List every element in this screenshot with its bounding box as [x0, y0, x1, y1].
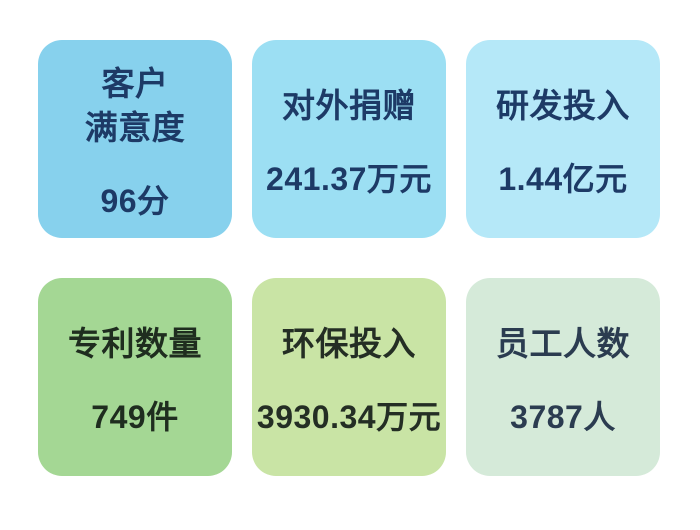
kpi-label-patent-count: 专利数量 [68, 324, 202, 362]
kpi-value-environmental-investment: 3930.34万元 [256, 399, 442, 436]
kpi-card-environmental-investment: 环保投入 3930.34万元 [252, 278, 446, 476]
kpi-card-rd-investment: 研发投入 1.44亿元 [466, 40, 660, 238]
kpi-label-customer-satisfaction: 客户 满意度 [84, 64, 186, 146]
kpi-value-customer-satisfaction: 96分 [100, 183, 170, 220]
kpi-label-external-donations: 对外捐赠 [282, 86, 416, 124]
kpi-label-rd-investment: 研发投入 [496, 86, 630, 124]
kpi-card-grid: 客户 满意度 96分 对外捐赠 241.37万元 研发投入 1.44亿元 专利数… [38, 40, 660, 476]
kpi-card-patent-count: 专利数量 749件 [38, 278, 232, 476]
kpi-label-employee-count: 员工人数 [496, 324, 630, 362]
kpi-value-rd-investment: 1.44亿元 [498, 161, 628, 198]
kpi-card-employee-count: 员工人数 3787人 [466, 278, 660, 476]
kpi-label-environmental-investment: 环保投入 [282, 324, 416, 362]
kpi-card-customer-satisfaction: 客户 满意度 96分 [38, 40, 232, 238]
kpi-value-external-donations: 241.37万元 [266, 161, 432, 198]
kpi-value-employee-count: 3787人 [510, 399, 616, 436]
kpi-card-external-donations: 对外捐赠 241.37万元 [252, 40, 446, 238]
kpi-value-patent-count: 749件 [91, 399, 179, 436]
